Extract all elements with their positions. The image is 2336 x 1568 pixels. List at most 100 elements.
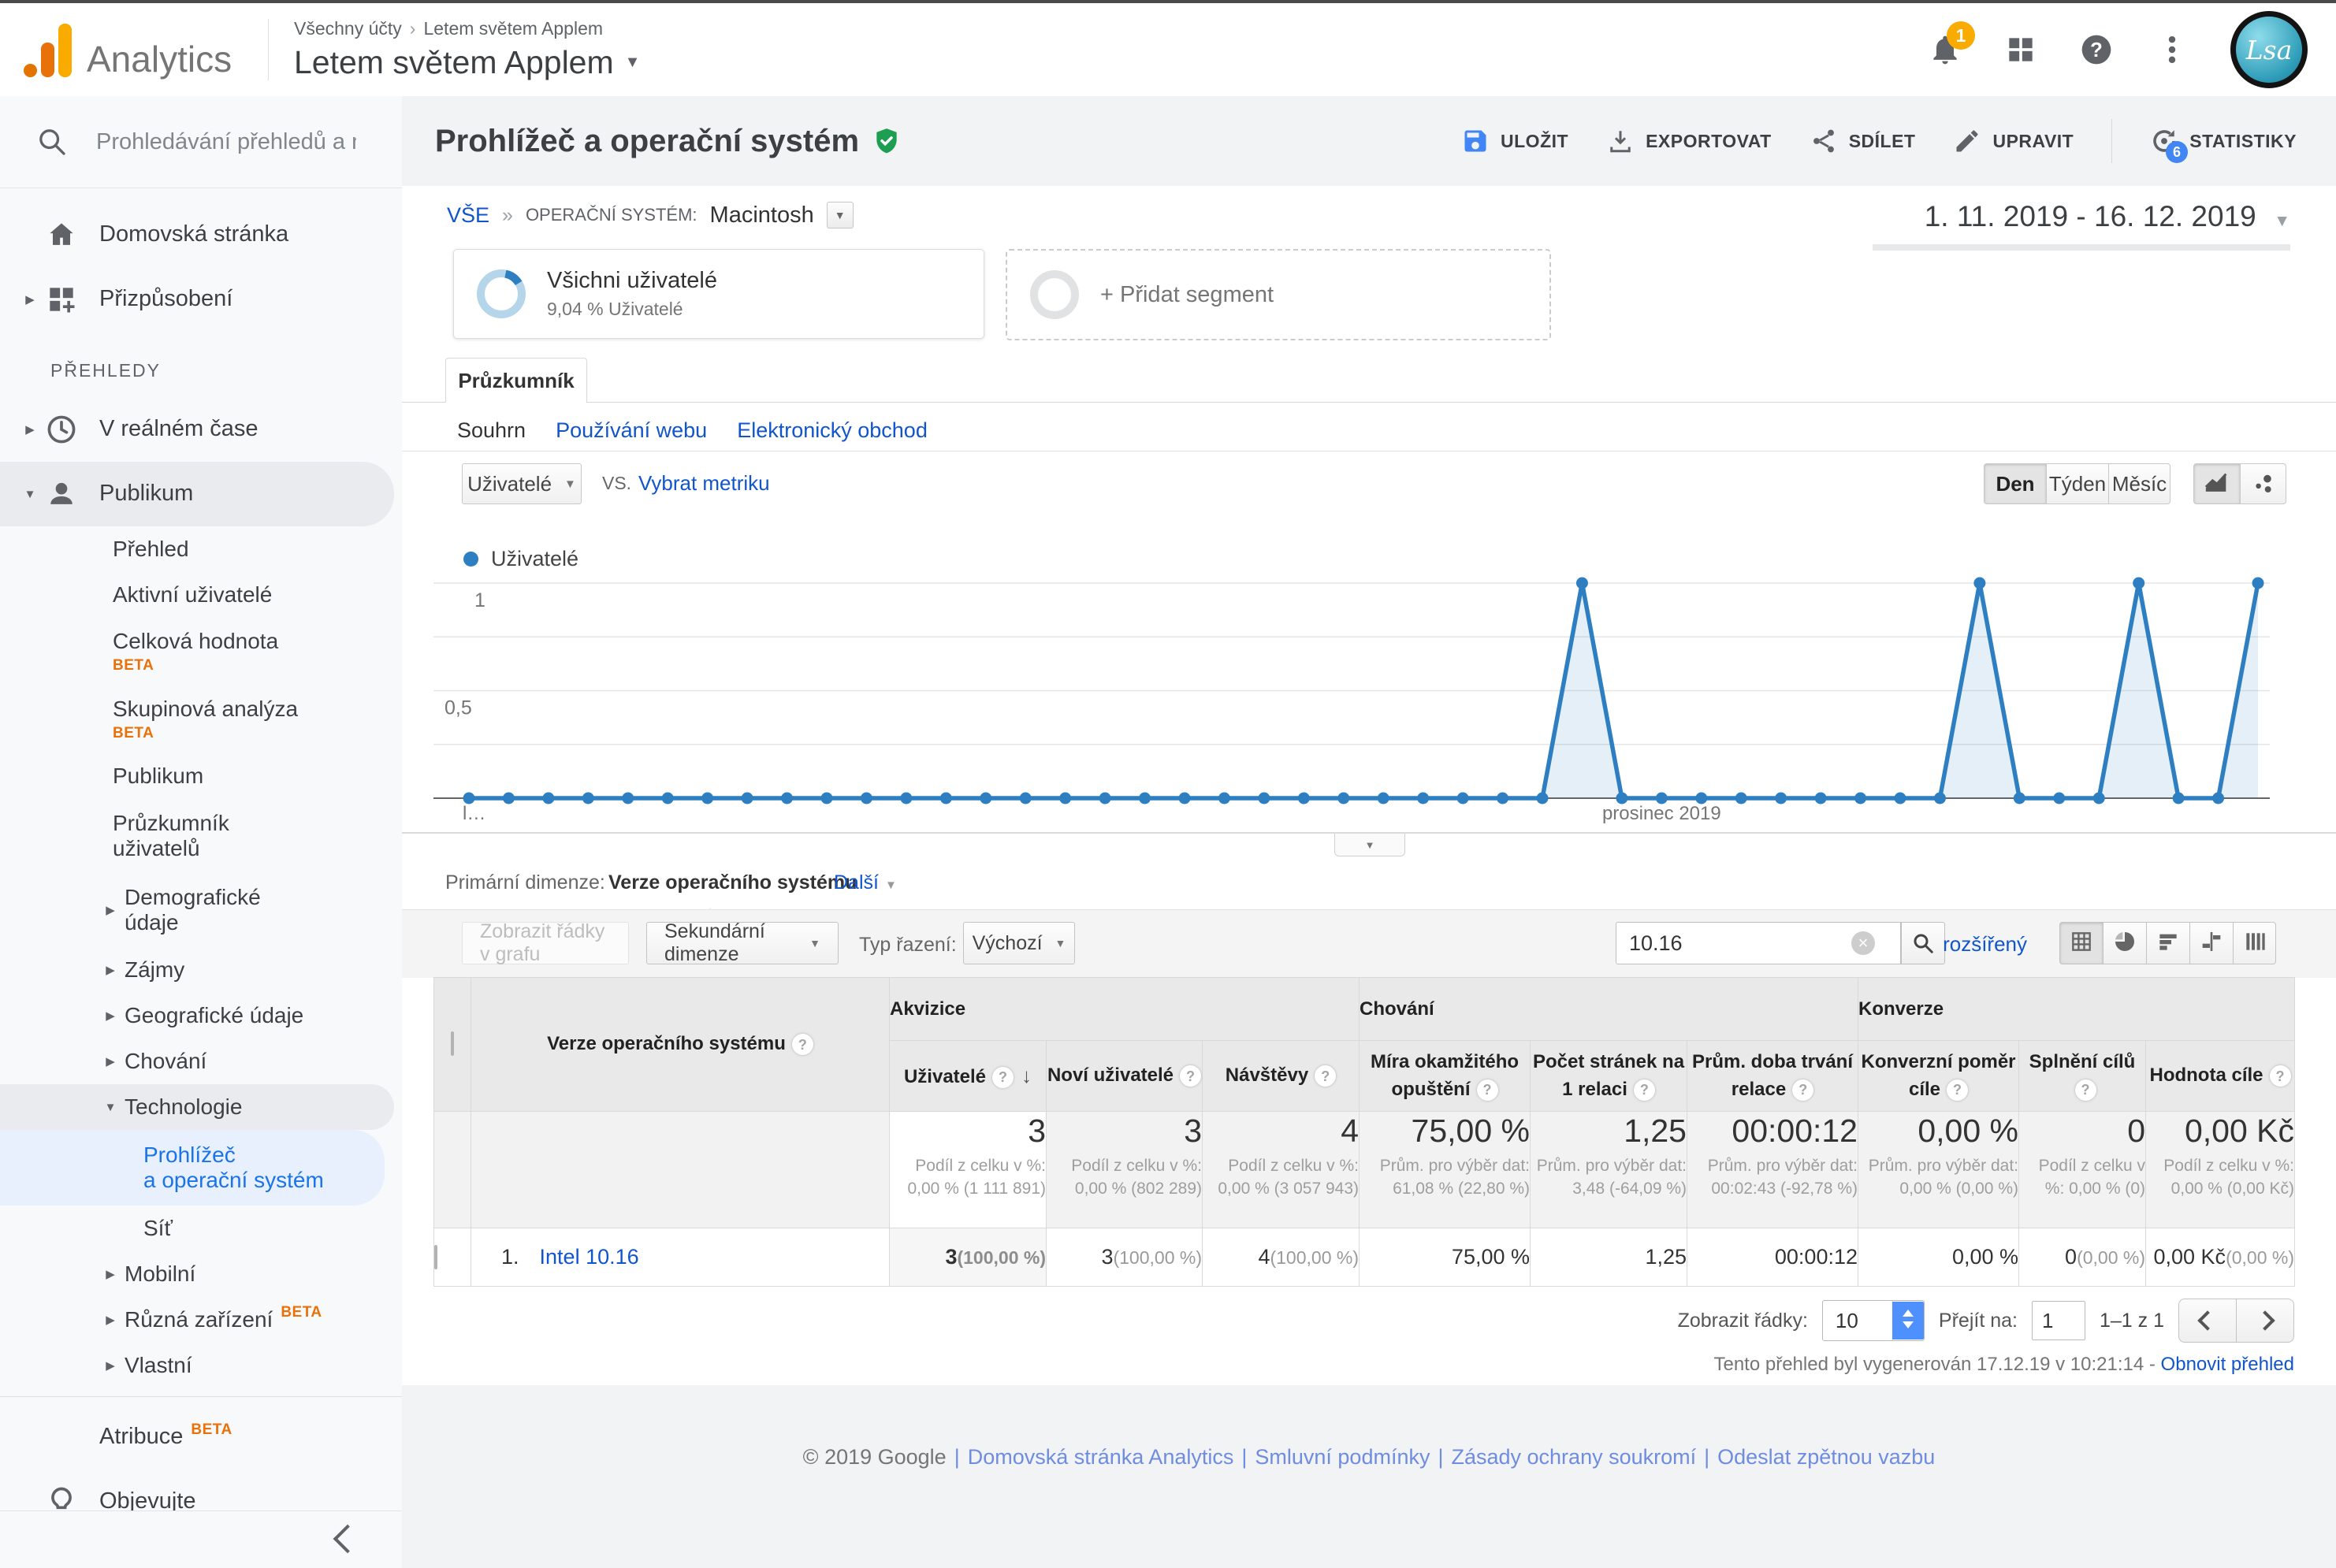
sort-type-dropdown[interactable]: Výchozí ▼ xyxy=(963,922,1075,964)
help-circle-icon[interactable]: ? xyxy=(2079,32,2114,67)
granularity-tyden[interactable]: Týden xyxy=(2046,463,2108,504)
sidebar-item-prizpusobeni[interactable]: ▶Přizpůsobení xyxy=(0,267,402,332)
column-header-hodnota-cile[interactable]: Hodnota cíle? xyxy=(2146,1041,2295,1112)
sidebar-item-pruzkumnik-uzivatelu[interactable]: Průzkumník uživatelů xyxy=(0,799,402,873)
table-search-input[interactable] xyxy=(1616,931,1851,957)
notifications-bell-icon[interactable]: 1 xyxy=(1928,32,1962,67)
column-header-novi-uzivatele[interactable]: Noví uživatelé? xyxy=(1047,1041,1203,1112)
sidebar-item-aktivni-uzivatele[interactable]: Aktivní uživatelé xyxy=(0,572,402,618)
upravit-button[interactable]: UPRAVIT xyxy=(1953,127,2074,155)
filter-all-link[interactable]: VŠE xyxy=(447,203,489,228)
subtab-elektronicky-obchod[interactable]: Elektronický obchod xyxy=(737,418,928,443)
add-segment-button[interactable]: + Přidat segment xyxy=(1006,249,1551,340)
column-header-pocet-stranek-na-1-relaci[interactable]: Počet stránek na 1 relaci? xyxy=(1531,1041,1687,1112)
sidebar-item-celkova-hodnota[interactable]: Celková hodnotaBETA xyxy=(0,618,402,686)
pivot-view-button[interactable] xyxy=(2233,922,2276,964)
help-icon[interactable]: ? xyxy=(1315,1065,1336,1087)
sidebar-item-demograficke-udaje[interactable]: ▶Demografické údaje xyxy=(0,873,402,947)
statistiky-button[interactable]: 6STATISTIKY xyxy=(2150,127,2297,155)
next-page-button[interactable] xyxy=(2236,1299,2294,1343)
segment-card-all-users[interactable]: Všichni uživatelé 9,04 % Uživatelé xyxy=(453,249,984,339)
sidebar-item-technologie[interactable]: ▼Technologie xyxy=(0,1084,394,1130)
account-selector[interactable]: Letem světem Applem ▼ xyxy=(294,44,1928,81)
sidebar-item-prohlizec-a-operacni-system[interactable]: Prohlížeč a operační systém xyxy=(0,1130,385,1206)
column-header-uzivatele[interactable]: Uživatelé?↓ xyxy=(890,1041,1047,1112)
column-header-mira-okamziteho-opusteni[interactable]: Míra okamžitého opuštění? xyxy=(1360,1041,1531,1112)
footer-link-zasady-ochrany-soukromi[interactable]: Zásady ochrany soukromí xyxy=(1451,1445,1696,1469)
metric-dropdown[interactable]: Uživatelé ▼ xyxy=(462,463,582,504)
users-line-chart[interactable]: 10,5l…prosinec 2019 xyxy=(433,561,2286,826)
tab-pruzkumnik[interactable]: Průzkumník xyxy=(445,358,587,403)
select-all-checkbox[interactable] xyxy=(451,1031,454,1056)
granularity-mesic[interactable]: Měsíc xyxy=(2108,463,2170,504)
breadcrumb-root[interactable]: Všechny účty xyxy=(294,18,402,39)
help-icon[interactable]: ? xyxy=(2270,1065,2291,1087)
date-range-picker[interactable]: 1. 11. 2019 - 16. 12. 2019 ▼ xyxy=(1873,200,2290,251)
sidebar-item-v-realnem-case[interactable]: ▶V reálném čase xyxy=(0,397,402,462)
footer-link-domovska-stranka-analytics[interactable]: Domovská stránka Analytics xyxy=(968,1445,1234,1469)
sdilet-button[interactable]: SDÍLET xyxy=(1810,127,1916,155)
sidebar-item-zajmy[interactable]: ▶Zájmy xyxy=(0,947,402,993)
line-chart-view-button[interactable] xyxy=(2193,463,2240,504)
sidebar-item-prehled[interactable]: Přehled xyxy=(0,526,402,572)
prev-page-button[interactable] xyxy=(2178,1299,2236,1343)
granularity-den[interactable]: Den xyxy=(1984,463,2046,504)
help-icon[interactable]: ? xyxy=(2075,1079,2096,1101)
percent-pie-view-button[interactable] xyxy=(2103,922,2146,964)
help-icon[interactable]: ? xyxy=(1947,1079,1968,1101)
subtab-souhrn[interactable]: Souhrn xyxy=(457,418,526,443)
help-icon[interactable]: ? xyxy=(1634,1079,1655,1101)
more-dimensions-link[interactable]: Další▼ xyxy=(834,871,897,894)
goto-page-input[interactable] xyxy=(2032,1301,2085,1340)
column-header-konverzni-pomer-cile[interactable]: Konverzní poměr cíle? xyxy=(1858,1041,2019,1112)
column-header-splneni-cilu[interactable]: Splnění cílů? xyxy=(2019,1041,2146,1112)
sidebar-item-chovani[interactable]: ▶Chování xyxy=(0,1039,402,1084)
sidebar-item-skupinova-analyza[interactable]: Skupinová analýzaBETA xyxy=(0,686,402,753)
sidebar-item-mobilni[interactable]: ▶Mobilní xyxy=(0,1251,402,1297)
primary-dimension-selected[interactable]: Verze operačního systému xyxy=(608,871,857,894)
dimension-column-header[interactable]: Verze operačního systému? xyxy=(471,978,890,1112)
more-vertical-icon[interactable] xyxy=(2155,32,2189,67)
footer-link-odeslat-zpetnou-vazbu[interactable]: Odeslat zpětnou vazbu xyxy=(1717,1445,1935,1469)
sidebar-item-atribuce[interactable]: AtribuceBETA xyxy=(0,1405,402,1470)
help-icon[interactable]: ? xyxy=(1477,1079,1498,1101)
ulozit-button[interactable]: ULOŽIT xyxy=(1461,127,1568,155)
comparison-view-button[interactable] xyxy=(2189,922,2233,964)
help-icon[interactable]: ? xyxy=(792,1034,813,1055)
sidebar-item-domovska-stranka[interactable]: Domovská stránka xyxy=(0,203,402,267)
sidebar-item-ruzna-zarizeni[interactable]: ▶Různá zařízeníBETA xyxy=(0,1297,402,1343)
subtab-pouzivani-webu[interactable]: Používání webu xyxy=(556,418,707,443)
secondary-dimension-button[interactable]: Sekundární dimenze ▼ xyxy=(646,922,839,964)
performance-bars-view-button[interactable] xyxy=(2146,922,2189,964)
analytics-logo[interactable]: Analytics xyxy=(0,22,235,77)
row-checkbox[interactable] xyxy=(434,1245,437,1269)
help-icon[interactable]: ? xyxy=(1180,1065,1201,1087)
motion-chart-view-button[interactable] xyxy=(2240,463,2286,504)
table-search-button[interactable] xyxy=(1901,922,1945,964)
filter-dropdown-button[interactable]: ▼ xyxy=(827,202,854,229)
clear-search-icon[interactable]: × xyxy=(1851,931,1875,955)
apps-grid-icon[interactable] xyxy=(2003,32,2038,67)
avatar[interactable]: Lsa xyxy=(2230,11,2308,88)
help-icon[interactable]: ? xyxy=(1792,1079,1813,1101)
column-header-navstevy[interactable]: Návštěvy? xyxy=(1203,1041,1360,1112)
sidebar-item-publikum[interactable]: ▼Publikum xyxy=(0,462,394,526)
footer-link-smluvni-podminky[interactable]: Smluvní podmínky xyxy=(1255,1445,1430,1469)
dimension-link[interactable]: Intel 10.16 xyxy=(540,1245,639,1269)
sidebar-item-vlastni[interactable]: ▶Vlastní xyxy=(0,1343,402,1388)
sidebar-item-geograficke-udaje[interactable]: ▶Geografické údaje xyxy=(0,993,402,1039)
chart-expander-button[interactable]: ▼ xyxy=(1334,834,1405,856)
sidebar-item-publikum[interactable]: Publikum xyxy=(0,753,402,799)
search-input[interactable] xyxy=(95,128,358,156)
rows-per-page-select[interactable]: 10 xyxy=(1822,1300,1925,1341)
advanced-filter-link[interactable]: rozšířený xyxy=(1943,932,2027,957)
refresh-report-link[interactable]: Obnovit přehled xyxy=(2161,1354,2294,1375)
exportovat-button[interactable]: EXPORTOVAT xyxy=(1606,127,1772,155)
select-metric-link[interactable]: Vybrat metriku xyxy=(638,471,770,496)
breadcrumb-account[interactable]: Letem světem Applem xyxy=(423,18,603,39)
collapse-sidebar-icon[interactable] xyxy=(333,1525,363,1554)
sidebar-item-sit[interactable]: Síť xyxy=(0,1206,402,1251)
data-table-view-button[interactable] xyxy=(2059,922,2103,964)
sidebar-search[interactable] xyxy=(0,96,402,188)
column-header-prum-doba-trvani-relace[interactable]: Prům. doba trvání relace? xyxy=(1687,1041,1858,1112)
